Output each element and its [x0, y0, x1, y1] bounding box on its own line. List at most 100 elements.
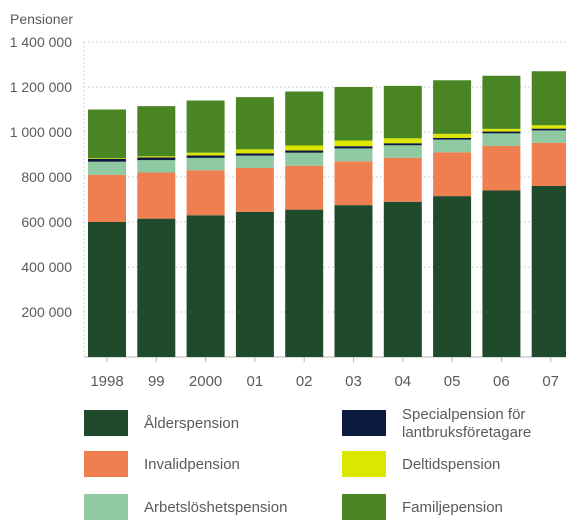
bar-segment [186, 157, 225, 171]
y-tick-label: 1 400 000 [10, 34, 72, 50]
x-tick-label: 05 [444, 373, 461, 390]
bar-segment [383, 145, 422, 158]
x-tick-label: 99 [148, 373, 165, 390]
bar-segment [285, 145, 324, 151]
bar-segment [186, 100, 225, 153]
x-tick-label: 07 [542, 373, 559, 390]
bar-segment [531, 71, 566, 126]
bar-segment [137, 157, 176, 161]
bar-segment [482, 131, 521, 134]
bar-segment [285, 150, 324, 153]
bar-segment [433, 137, 472, 140]
legend-swatch [84, 451, 128, 477]
bar-segment [433, 133, 472, 138]
bar-segment [235, 149, 274, 154]
legend-swatch [84, 410, 128, 436]
bar-segment [235, 155, 274, 168]
bar-segment [88, 158, 126, 159]
bar-segment [186, 170, 225, 216]
bar-segment [433, 196, 472, 357]
legend-item: Specialpension för lantbruksföretagare [342, 406, 531, 441]
bar-segment [334, 205, 373, 357]
legend-swatch [342, 494, 386, 520]
bar-segment [285, 209, 324, 357]
bar-segment [531, 142, 566, 186]
bar-segment [88, 161, 126, 175]
bar-segment [88, 174, 126, 222]
bar-segment [235, 211, 274, 357]
bar-segment [137, 106, 176, 157]
bar-segment [334, 146, 373, 149]
bar-segment [334, 148, 373, 162]
bar-segment [235, 168, 274, 212]
bar-segment [531, 186, 566, 357]
y-tick-label: 400 000 [21, 259, 72, 275]
bar-segment [137, 218, 176, 357]
legend-item: Familjepension [342, 494, 503, 520]
bar-segment [531, 128, 566, 131]
y-tick-label: 1 200 000 [10, 79, 72, 95]
bar-segment [433, 80, 472, 134]
bar-segment [186, 155, 225, 158]
bar-segment [285, 152, 324, 166]
y-tick-label: 600 000 [21, 214, 72, 230]
bar-segment [186, 152, 225, 156]
bar-segment [88, 159, 126, 162]
bars-layer [88, 71, 566, 357]
y-axis-title: Pensioner [10, 11, 73, 27]
legend: Ålderspension Specialpension för lantbruks… [84, 406, 531, 520]
bar-segment [334, 87, 373, 141]
legend-item: Ålderspension [84, 410, 239, 436]
legend-label: Arbetslöshetspension [144, 499, 287, 516]
bar-segment [235, 153, 274, 156]
bar-segment [334, 161, 373, 206]
bar-segment [383, 157, 422, 202]
bar-segment [137, 156, 176, 158]
legend-label: Deltidspension [402, 456, 500, 473]
x-tick-label: 02 [296, 373, 313, 390]
bar-segment [482, 75, 521, 129]
y-tick-label: 800 000 [21, 169, 72, 185]
x-tick-label: 01 [247, 373, 264, 390]
x-tick-label: 04 [394, 373, 411, 390]
bar-segment [383, 138, 422, 144]
x-tick-label: 2000 [189, 373, 222, 390]
bar-segment [334, 140, 373, 147]
legend-swatch [84, 494, 128, 520]
bar-segment [383, 85, 422, 139]
bar-segment [482, 128, 521, 132]
bar-segment [285, 91, 324, 146]
y-tick-label: 200 000 [21, 304, 72, 320]
bar-segment [433, 139, 472, 153]
bar-segment [137, 160, 176, 173]
legend-swatch [342, 410, 386, 436]
legend-item: Invalidpension [84, 451, 240, 477]
bar-segment [88, 109, 126, 159]
x-tick-label: 03 [345, 373, 362, 390]
bar-segment [482, 190, 521, 357]
bar-segment [531, 125, 566, 129]
x-tick-label: 1998 [90, 373, 123, 390]
legend-swatch [342, 451, 386, 477]
bar-segment [88, 222, 126, 357]
legend-label: Familjepension [402, 499, 503, 516]
legend-label: Specialpension för lantbruksföretagare [402, 406, 531, 441]
legend-label: Invalidpension [144, 456, 240, 473]
legend-label: Ålderspension [144, 415, 239, 432]
bar-segment [383, 201, 422, 357]
bar-segment [482, 145, 521, 191]
bar-segment [235, 97, 274, 150]
x-tick-label: 06 [493, 373, 510, 390]
bar-segment [482, 133, 521, 146]
bar-segment [137, 172, 176, 219]
bar-segment [383, 143, 422, 146]
bar-segment [531, 130, 566, 143]
bar-segment [186, 215, 225, 357]
bar-segment [433, 152, 472, 197]
legend-item: Deltidspension [342, 451, 500, 477]
legend-item: Arbetslöshetspension [84, 494, 287, 520]
bar-segment [285, 165, 324, 210]
y-tick-label: 1 000 000 [10, 124, 72, 140]
